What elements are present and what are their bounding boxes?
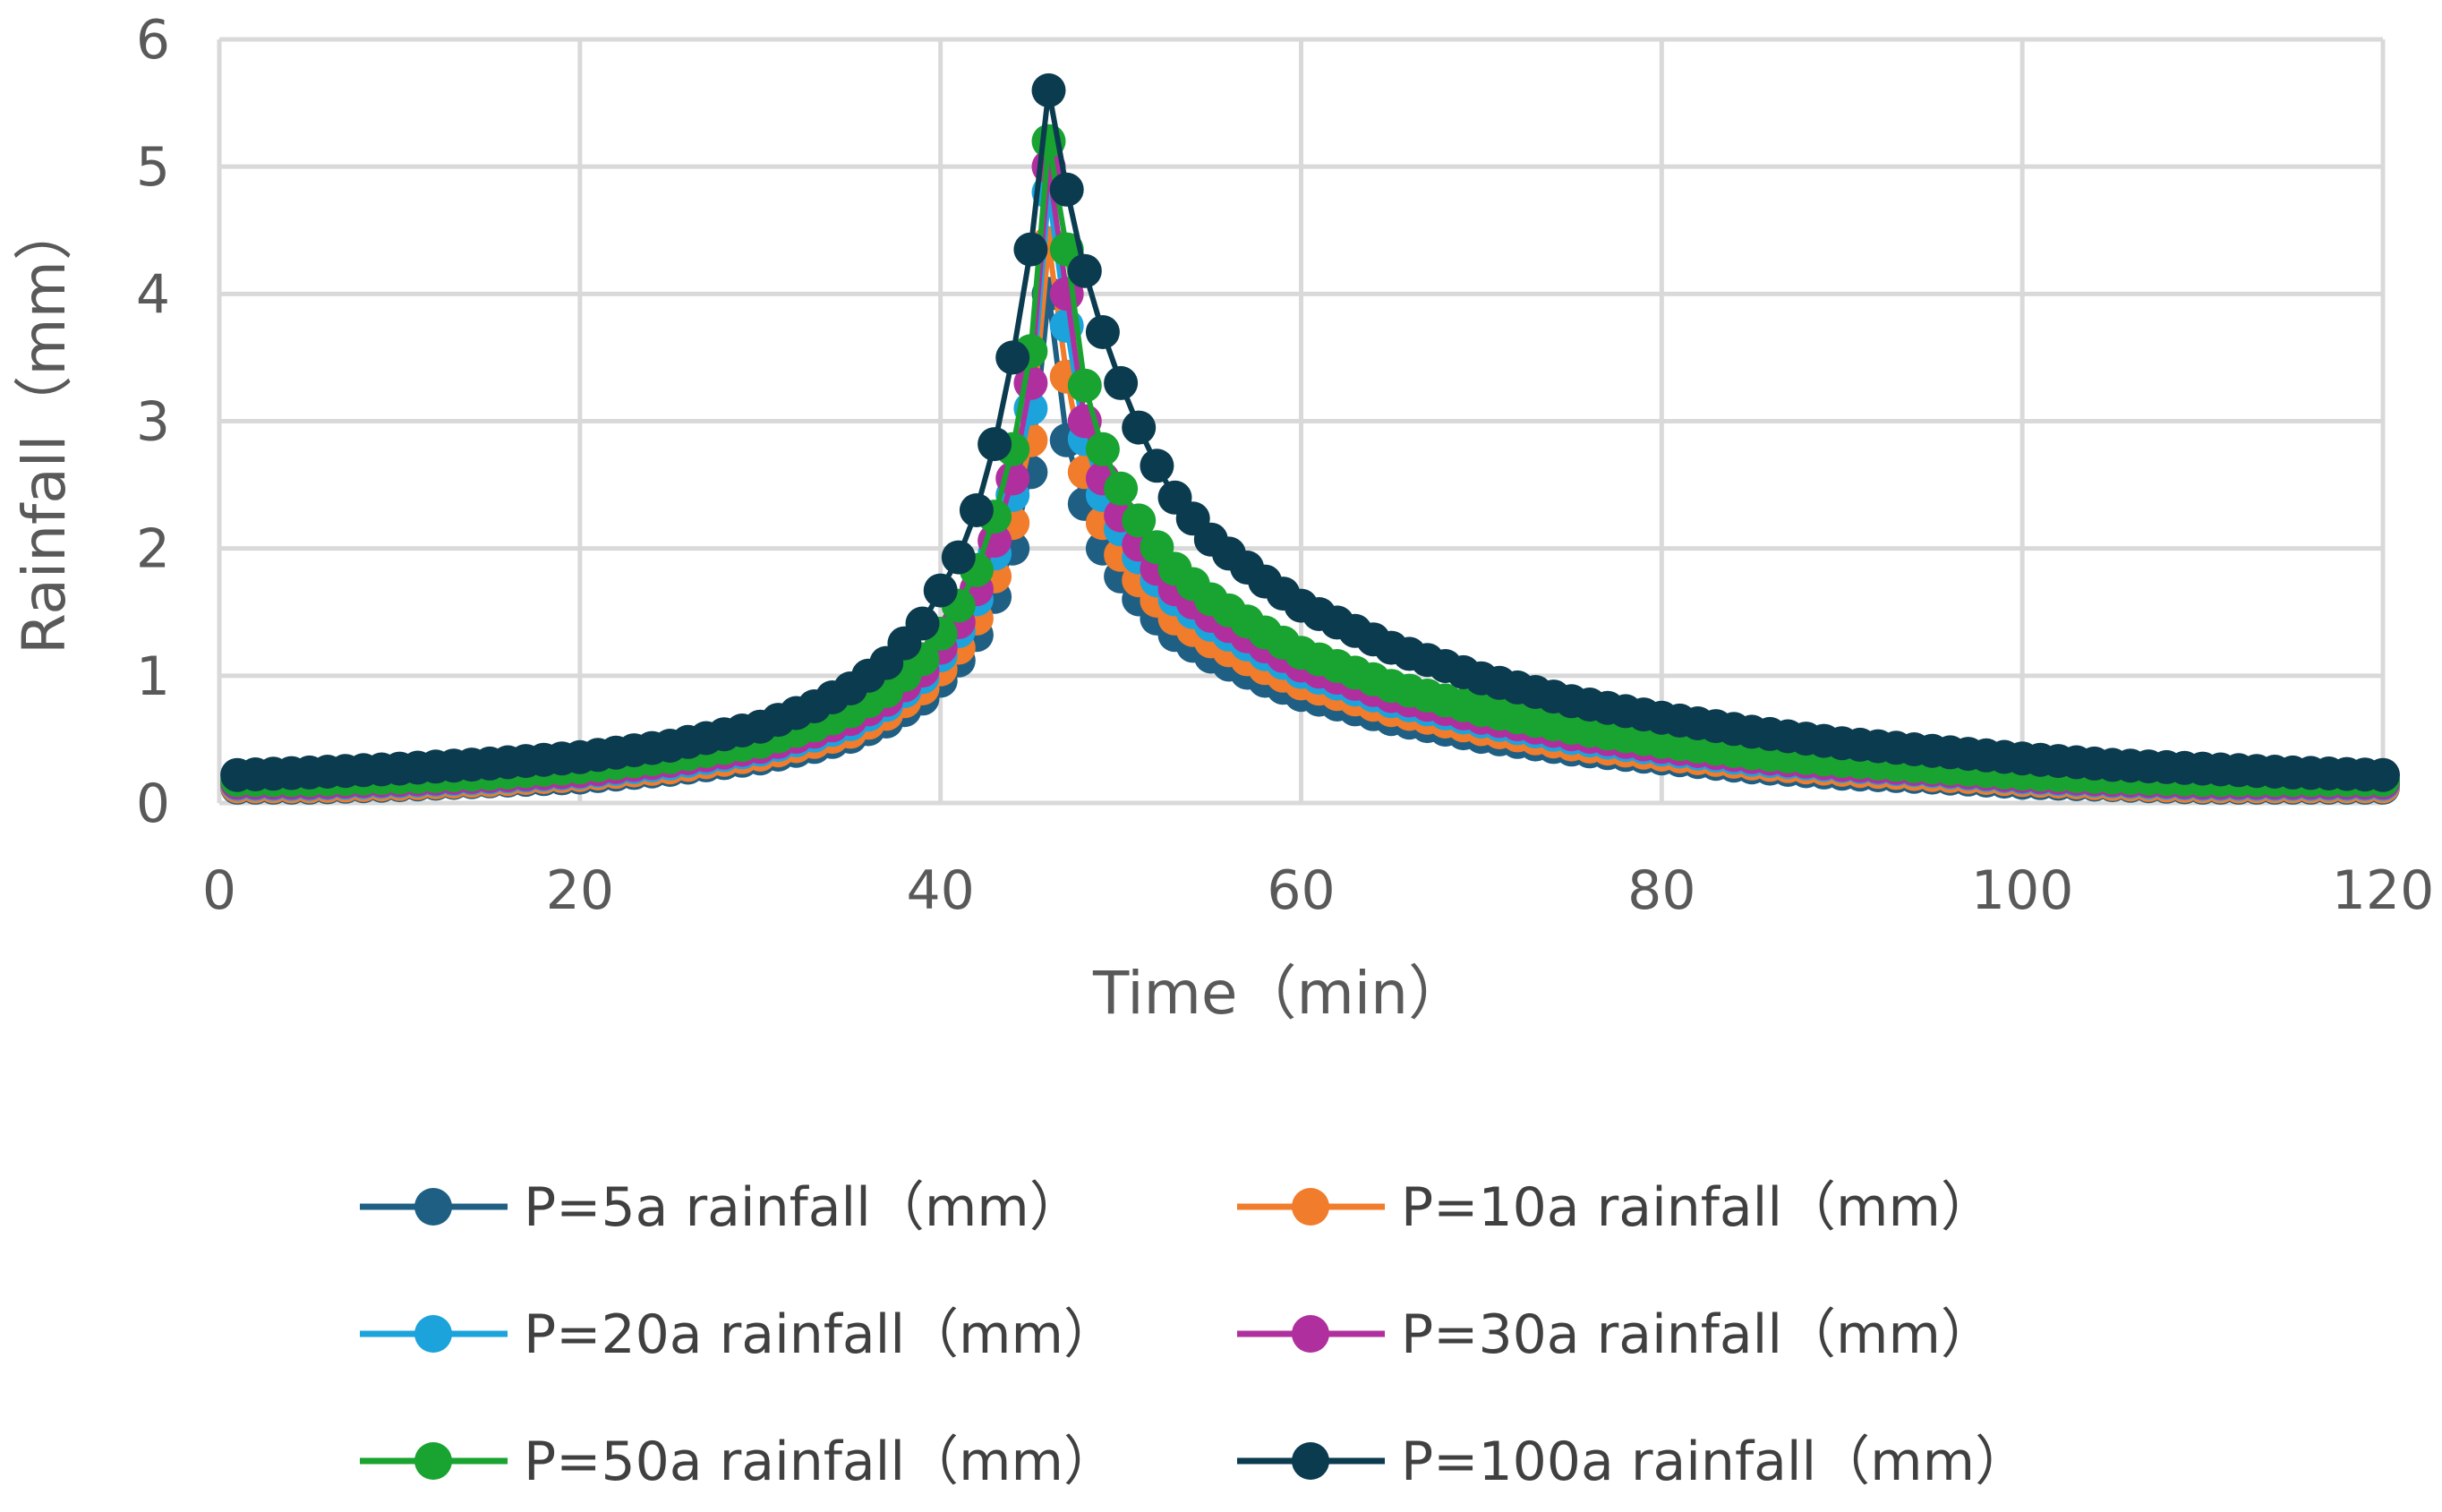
data-point xyxy=(978,427,1012,462)
legend-item: P=50a rainfall（mm） xyxy=(360,1431,1117,1493)
y-axis-title: Rainfall（mm） xyxy=(10,201,79,654)
y-tick-label: 0 xyxy=(136,773,170,835)
y-tick-label: 2 xyxy=(136,518,170,581)
legend-item: P=100a rainfall（mm） xyxy=(1237,1431,2028,1493)
series-0 xyxy=(220,277,2400,805)
legend-item: P=10a rainfall（mm） xyxy=(1237,1176,1994,1239)
legend-label: P=5a rainfall（mm） xyxy=(524,1176,1083,1239)
legend-marker-swatch xyxy=(1292,1442,1329,1480)
data-point xyxy=(1104,471,1139,506)
series-group xyxy=(220,73,2400,805)
y-tick-label: 4 xyxy=(136,263,170,326)
series-1 xyxy=(220,226,2400,804)
data-point xyxy=(1122,503,1157,538)
legend: P=5a rainfall（mm） P=10a rainfall（mm） P=20a… xyxy=(360,1176,2028,1493)
y-tick-label: 3 xyxy=(136,391,170,454)
legend-marker-swatch xyxy=(414,1188,452,1226)
data-point xyxy=(1031,73,1066,107)
legend-label: P=20a rainfall（mm） xyxy=(524,1303,1117,1366)
data-point xyxy=(941,540,976,575)
y-tick-label: 6 xyxy=(136,9,170,72)
legend-item: P=5a rainfall（mm） xyxy=(360,1176,1083,1239)
y-tick-label: 1 xyxy=(136,645,170,708)
x-tick-label: 60 xyxy=(1267,859,1335,922)
y-tick-labels: 0 1 2 3 4 5 6 xyxy=(136,9,170,835)
legend-marker-swatch xyxy=(1292,1315,1329,1353)
legend-item: P=20a rainfall（mm） xyxy=(360,1303,1117,1366)
x-tick-label: 20 xyxy=(546,859,614,922)
y-tick-label: 5 xyxy=(136,136,170,199)
x-tick-label: 40 xyxy=(906,859,974,922)
x-tick-label: 120 xyxy=(2332,859,2435,922)
legend-label: P=50a rainfall（mm） xyxy=(524,1431,1117,1493)
legend-label: P=100a rainfall（mm） xyxy=(1401,1431,2028,1493)
data-point xyxy=(1013,232,1048,267)
data-point xyxy=(1085,431,1120,466)
legend-label: P=10a rainfall（mm） xyxy=(1401,1176,1994,1239)
x-tick-labels: 0 20 40 60 80 100 120 xyxy=(202,859,2434,922)
x-axis-title: Time（min） xyxy=(1092,959,1467,1028)
x-tick-label: 80 xyxy=(1627,859,1695,922)
data-point xyxy=(1067,253,1102,288)
x-tick-label: 100 xyxy=(1971,859,2074,922)
data-point xyxy=(995,340,1030,375)
data-point xyxy=(1140,448,1174,483)
data-point xyxy=(923,573,958,608)
data-point xyxy=(2366,757,2400,792)
data-point xyxy=(905,606,940,641)
data-point xyxy=(1122,410,1157,445)
legend-item: P=30a rainfall（mm） xyxy=(1237,1303,1994,1366)
data-point xyxy=(1067,368,1102,403)
legend-marker-swatch xyxy=(414,1315,452,1353)
legend-marker-swatch xyxy=(414,1442,452,1480)
grid-lines xyxy=(217,37,2386,806)
data-point xyxy=(1049,172,1084,207)
x-tick-label: 0 xyxy=(202,859,236,922)
legend-label: P=30a rainfall（mm） xyxy=(1401,1303,1994,1366)
data-point xyxy=(959,493,994,527)
data-point xyxy=(1104,365,1139,400)
legend-marker-swatch xyxy=(1292,1188,1329,1226)
series-5 xyxy=(220,73,2400,792)
data-point xyxy=(1085,315,1120,349)
